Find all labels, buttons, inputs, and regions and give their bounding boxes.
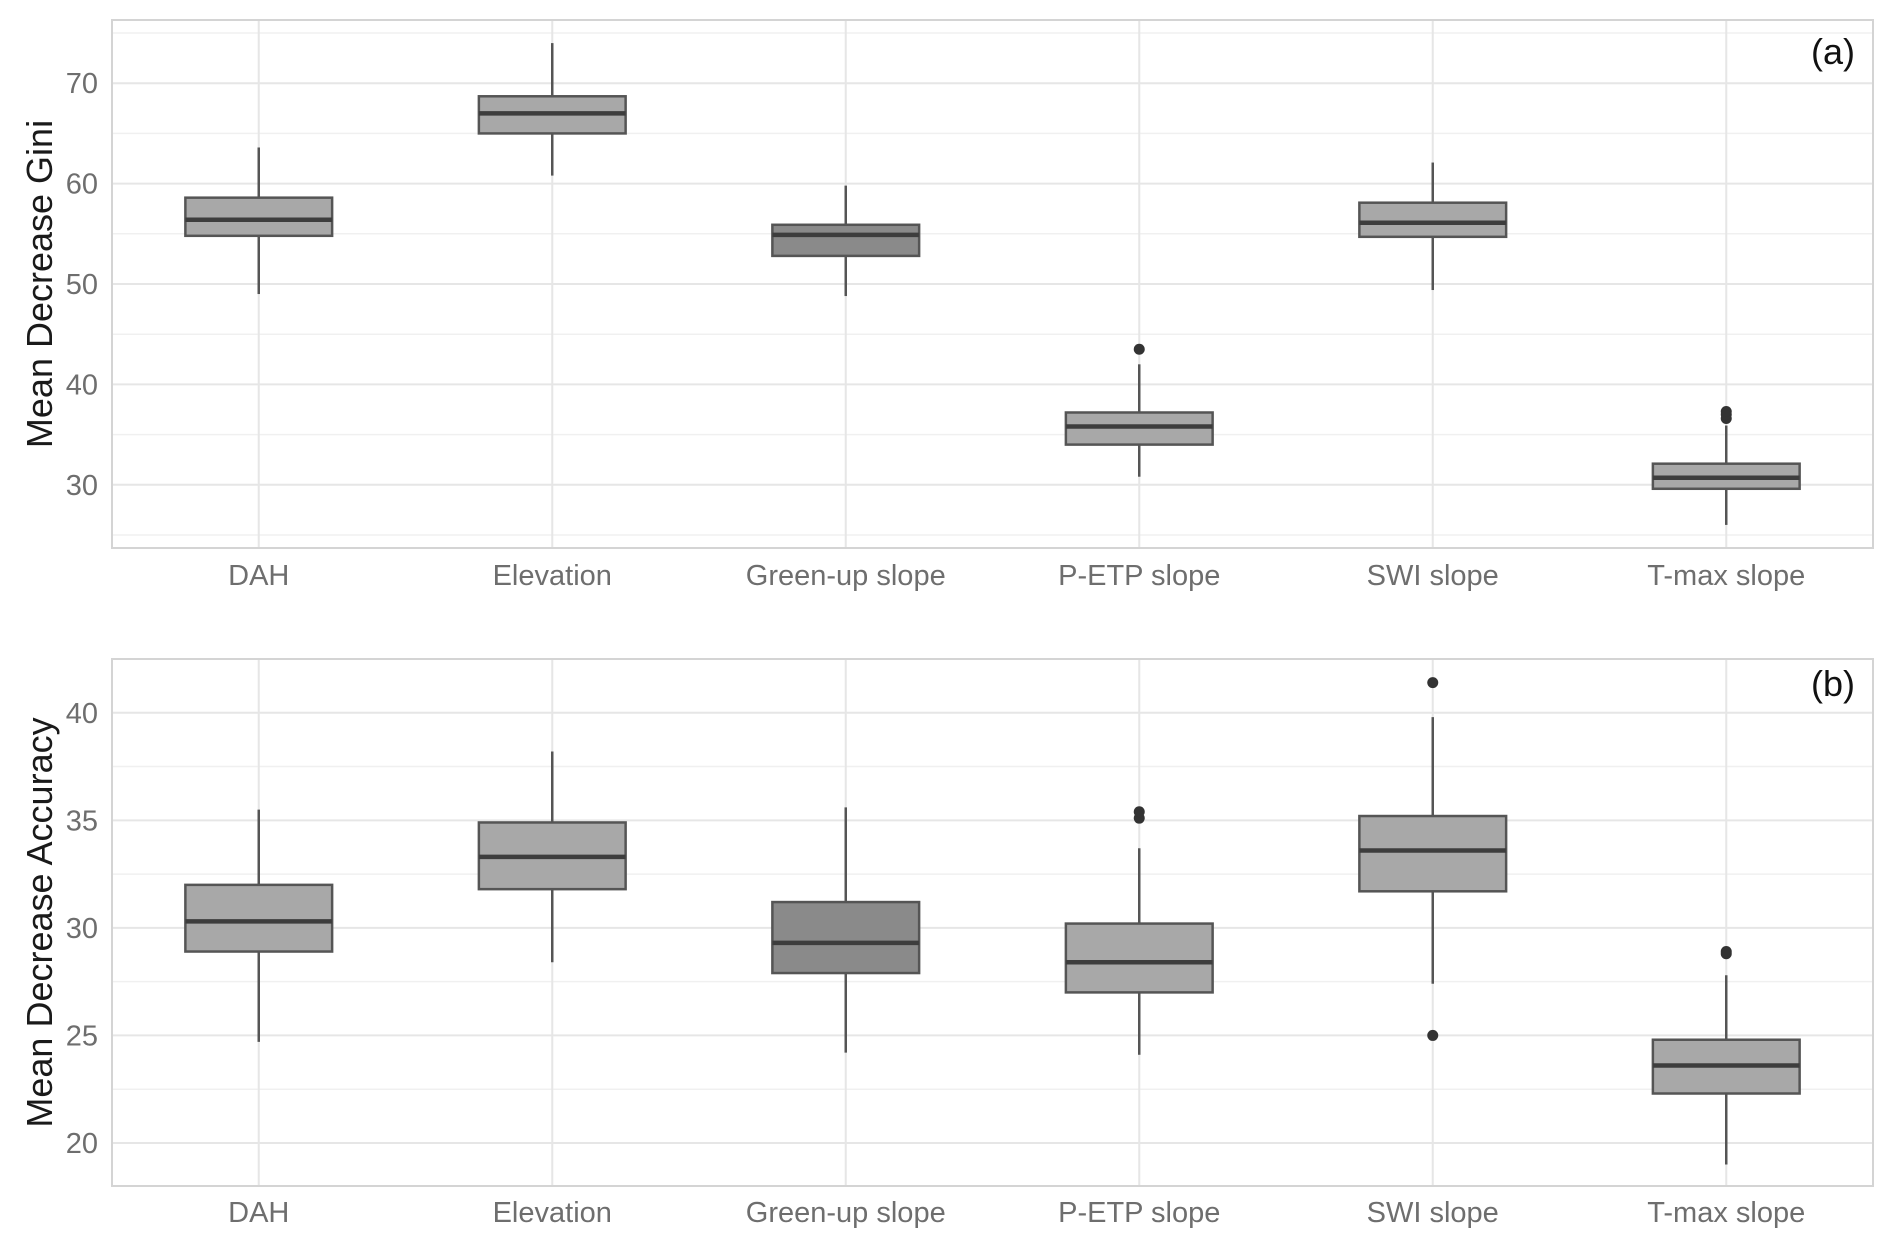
y-tick-label: 40 <box>66 698 98 730</box>
panel-label: (a) <box>1811 31 1855 72</box>
y-tick-label: 30 <box>66 470 98 502</box>
iqr-box <box>184 883 334 953</box>
y-tick-label: 50 <box>66 269 98 301</box>
boxplot-t-max-slope <box>1651 946 1801 1165</box>
x-tick-label: P-ETP slope <box>1058 1197 1220 1229</box>
outlier-point <box>1133 806 1145 818</box>
y-axis-title: Mean Decrease Accuracy <box>19 717 60 1127</box>
outlier-point <box>1133 343 1145 355</box>
x-tick-label: T-max slope <box>1647 1197 1805 1229</box>
x-tick-label: P-ETP slope <box>1058 560 1220 592</box>
panel-label: (b) <box>1811 663 1855 704</box>
x-tick-label: SWI slope <box>1367 560 1499 592</box>
x-tick-label: Green-up slope <box>746 560 946 592</box>
boxplot-green-up-slope <box>771 807 921 1053</box>
y-tick-label: 60 <box>66 169 98 201</box>
x-tick-label: Elevation <box>493 1197 612 1229</box>
iqr-box <box>771 900 921 975</box>
iqr-box <box>771 223 921 258</box>
outlier-point <box>1720 946 1732 958</box>
panel-a: 30 40 50 60 70 DAH Elevation Green-up slope P-ET… <box>19 19 1874 592</box>
boxplot-dah <box>184 147 334 295</box>
boxplot-green-up-slope <box>771 185 921 297</box>
boxplot-elevation <box>477 43 627 176</box>
x-tick-label: DAH <box>228 560 289 592</box>
panel-b: 20 25 30 35 40 DAH Elevation Green-up slope P-ET… <box>19 658 1874 1229</box>
iqr-box <box>184 196 334 238</box>
x-tick-label: T-max slope <box>1647 560 1805 592</box>
panel-border <box>111 658 1874 1187</box>
boxplot-dah <box>184 809 334 1042</box>
y-tick-label: 70 <box>66 68 98 100</box>
boxplot-swi-slope <box>1358 677 1508 1041</box>
boxplot-t-max-slope <box>1651 405 1801 525</box>
x-tick-label: Green-up slope <box>746 1197 946 1229</box>
y-tick-label: 25 <box>66 1020 98 1052</box>
iqr-box <box>1064 922 1214 994</box>
y-tick-label: 35 <box>66 805 98 837</box>
iqr-box <box>1358 814 1508 893</box>
boxplot-elevation <box>477 751 627 963</box>
y-tick-label: 40 <box>66 369 98 401</box>
x-tick-label: DAH <box>228 1197 289 1229</box>
y-tick-label: 30 <box>66 913 98 945</box>
outlier-point <box>1720 405 1732 417</box>
plot-area <box>112 659 1873 1186</box>
y-axis-title: Mean Decrease Gini <box>19 120 60 448</box>
outlier-point <box>1427 677 1439 689</box>
x-tick-label: Elevation <box>493 560 612 592</box>
panel-border <box>111 19 1874 549</box>
boxplot-p-etp-slope <box>1064 343 1214 477</box>
x-tick-label: SWI slope <box>1367 1197 1499 1229</box>
boxplot-swi-slope <box>1358 162 1508 291</box>
boxplot-p-etp-slope <box>1064 806 1214 1055</box>
iqr-box <box>1358 201 1508 239</box>
y-tick-label: 20 <box>66 1128 98 1160</box>
outlier-point <box>1427 1029 1439 1041</box>
